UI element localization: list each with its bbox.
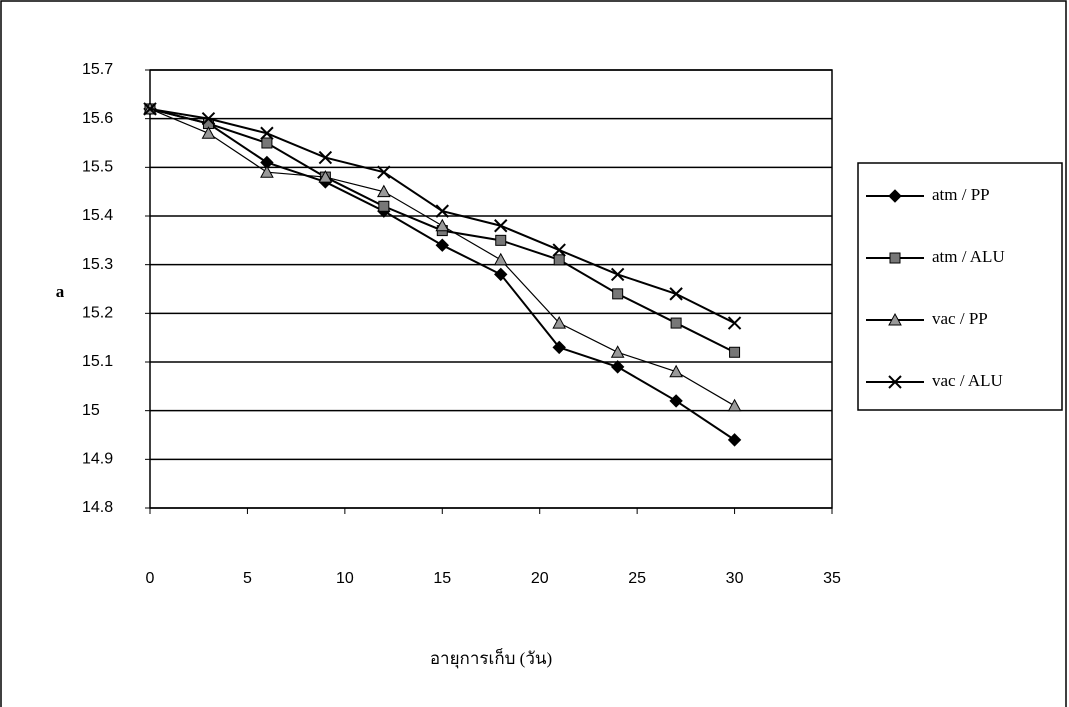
x-axis-label: อายุการเก็บ (วัน) <box>430 647 552 669</box>
series-line <box>149 107 736 441</box>
data-point <box>378 200 390 212</box>
data-point <box>143 102 157 116</box>
legend-marker <box>888 189 902 203</box>
x-tick-label: 25 <box>628 570 646 587</box>
data-point <box>552 243 566 257</box>
data-point <box>376 184 391 198</box>
legend-marker <box>889 252 901 264</box>
data-point <box>494 219 508 233</box>
data-point <box>553 254 565 266</box>
legend-marker <box>888 312 902 326</box>
data-point <box>727 316 742 330</box>
y-tick-label: 15.7 <box>82 61 113 78</box>
plot-area <box>149 69 833 509</box>
data-point <box>727 398 742 412</box>
y-tick-label: 14.9 <box>82 451 113 468</box>
data-point <box>318 150 333 165</box>
legend-label: atm / PP <box>932 185 990 204</box>
data-point <box>669 287 683 301</box>
y-tick-label: 15.2 <box>82 305 113 322</box>
x-tick-label: 10 <box>336 570 354 587</box>
data-point <box>670 317 682 329</box>
legend-label: vac / PP <box>932 309 988 328</box>
y-axis-label: a <box>56 282 65 301</box>
y-tick-label: 15.1 <box>82 353 113 370</box>
data-point <box>552 316 567 329</box>
data-point <box>435 238 449 252</box>
data-point <box>201 111 216 126</box>
y-tick-label: 15 <box>82 402 100 419</box>
data-point <box>669 394 683 408</box>
y-tick-label: 15.4 <box>82 207 113 224</box>
data-point <box>261 137 273 149</box>
x-tick-label: 30 <box>726 570 744 587</box>
y-tick-label: 15.6 <box>82 110 113 127</box>
x-tick-label: 0 <box>146 570 155 587</box>
legend-label: vac / ALU <box>932 371 1003 390</box>
data-point <box>377 165 391 179</box>
data-point <box>610 360 625 374</box>
data-point <box>435 218 450 232</box>
y-tick-label: 15.3 <box>82 256 113 273</box>
data-point <box>318 170 333 183</box>
data-point <box>495 234 507 246</box>
data-point <box>610 267 625 282</box>
data-point <box>729 346 741 358</box>
data-point <box>260 126 274 140</box>
data-point <box>610 345 625 358</box>
x-tick-label: 15 <box>433 570 451 587</box>
data-point <box>552 340 566 355</box>
x-tick-label: 35 <box>823 570 841 587</box>
data-point <box>493 252 508 266</box>
data-point <box>435 204 449 218</box>
data-point <box>612 288 624 300</box>
data-point <box>494 267 508 282</box>
data-point <box>201 126 216 139</box>
x-tick-label: 20 <box>531 570 549 587</box>
data-point <box>727 433 742 447</box>
y-tick-label: 14.8 <box>82 499 113 516</box>
legend-box <box>857 162 1063 411</box>
x-tick-label: 5 <box>243 570 252 587</box>
legend-label: atm / ALU <box>932 247 1005 266</box>
data-point <box>669 364 683 378</box>
y-tick-label: 15.5 <box>82 159 113 176</box>
data-point <box>260 165 274 178</box>
legend-marker <box>888 375 902 389</box>
